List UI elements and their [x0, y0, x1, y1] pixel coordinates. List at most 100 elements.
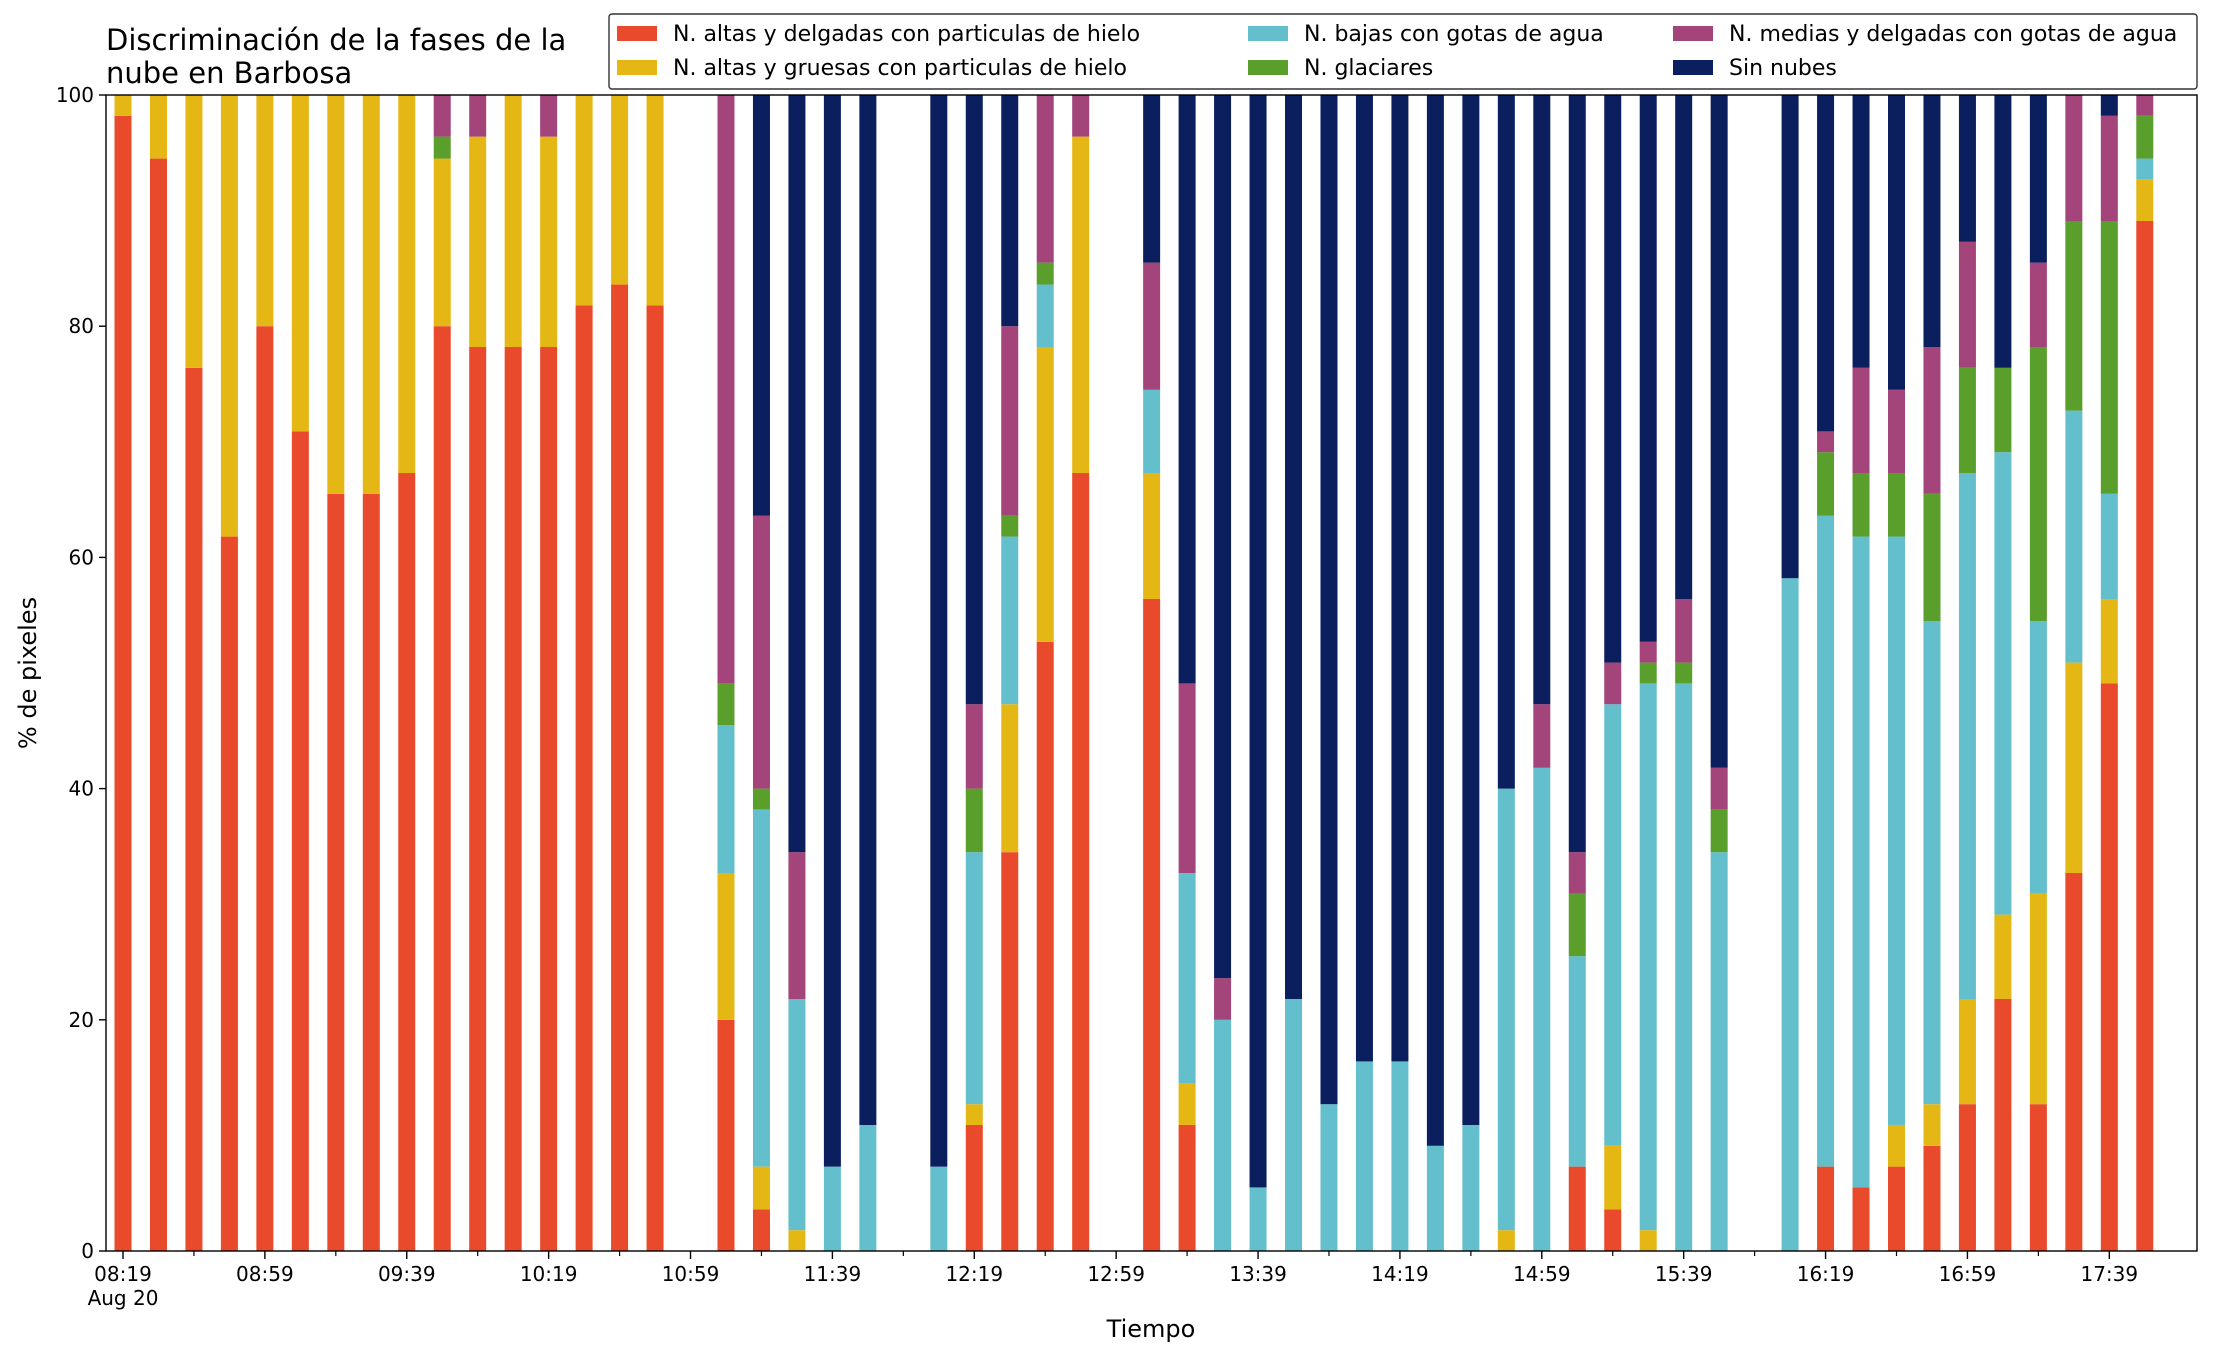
bar-segment [291, 95, 309, 432]
x-tick-label: 13:39 [1229, 1262, 1287, 1286]
bar-segment [1036, 95, 1054, 263]
bar-segment [1604, 95, 1622, 663]
bar-segment [220, 95, 238, 537]
bar-segment [1568, 956, 1586, 1167]
bar-segment [1958, 95, 1976, 242]
bar-segment [1001, 95, 1019, 327]
bar-segment [2136, 158, 2154, 180]
bar-segment [717, 683, 735, 726]
bar-segment [611, 284, 629, 1252]
bar-segment [752, 1209, 770, 1251]
bar-segment [1426, 1145, 1444, 1251]
bar-segment [1285, 95, 1303, 999]
bar-segment [540, 136, 558, 348]
bar-segment [1994, 452, 2012, 915]
x-tick-label: 16:19 [1797, 1262, 1855, 1286]
bar-segment [717, 1019, 735, 1251]
legend-swatch [1248, 60, 1288, 75]
bar-segment [1568, 893, 1586, 957]
bar-segment [965, 788, 983, 853]
bar-segment [1143, 262, 1161, 390]
x-date-label: Aug 20 [88, 1286, 159, 1310]
bar-segment [1639, 662, 1657, 684]
bar-segment [504, 95, 522, 348]
bar-segment [1391, 1061, 1409, 1251]
bar-segment [1533, 704, 1551, 768]
bar-segment [2065, 221, 2083, 411]
bar-segment [2029, 1104, 2047, 1251]
bar-segment [1675, 95, 1693, 600]
bar-segment [540, 95, 558, 137]
legend-label: N. glaciares [1304, 56, 1433, 81]
bar-segment [1994, 998, 2012, 1251]
bar-segment [1639, 641, 1657, 663]
bar-segment [149, 158, 167, 1252]
x-tick-label: 17:39 [2080, 1262, 2138, 1286]
bar-segment [1675, 662, 1693, 684]
bar-segment [717, 725, 735, 873]
bar-segment [1285, 998, 1303, 1251]
bar-segment [1710, 852, 1728, 1251]
bar-segment [823, 95, 841, 1167]
x-tick-label: 08:59 [236, 1262, 294, 1286]
bar-segment [1958, 473, 1976, 999]
bar-segment [1781, 95, 1799, 579]
bar-segment [575, 95, 593, 306]
bar-segment [1923, 95, 1941, 348]
bar-segment [1143, 473, 1161, 600]
bar-segment [114, 95, 132, 116]
bar-segment [1001, 515, 1019, 537]
bar-segment [1817, 95, 1835, 432]
bar-segment [469, 347, 487, 1251]
bar-segment [1036, 262, 1054, 285]
bar-segment [1072, 473, 1090, 1252]
bar-segment [433, 136, 451, 159]
bar-segment [398, 95, 416, 474]
bar-segment [2100, 599, 2118, 684]
bar-segment [2100, 221, 2118, 494]
x-tick-label: 14:19 [1371, 1262, 1429, 1286]
bar-segment [1462, 1124, 1480, 1251]
bar-segment [1781, 578, 1799, 1251]
bar-segment [752, 809, 770, 1167]
y-tick-label: 20 [69, 1008, 94, 1032]
bar-segment [2029, 262, 2047, 348]
bar-segment [256, 326, 274, 1251]
bar-segment [965, 704, 983, 789]
x-tick-label: 10:19 [520, 1262, 578, 1286]
bar-segment [2065, 410, 2083, 663]
bar-segment [469, 136, 487, 348]
bar-segment [1178, 872, 1196, 1084]
bar-segment [1568, 852, 1586, 894]
bar-segment [1639, 95, 1657, 642]
bar-segment [433, 158, 451, 327]
bar-segment [540, 347, 558, 1251]
bar-segment [398, 473, 416, 1252]
bar-segment [1178, 1124, 1196, 1251]
bar-segment [1675, 599, 1693, 663]
bar-segment [1923, 1104, 1941, 1146]
y-tick-label: 0 [81, 1239, 94, 1263]
bar-segment [1923, 620, 1941, 1105]
bar-segment [1604, 662, 1622, 705]
bar-segment [2029, 95, 2047, 263]
bar-segment [1923, 1145, 1941, 1251]
bar-segment [1178, 95, 1196, 684]
bar-segment [185, 367, 203, 1251]
bar-segment [2029, 620, 2047, 894]
y-tick-label: 80 [69, 314, 94, 338]
bar-segment [1497, 95, 1515, 789]
bar-segment [256, 95, 274, 327]
bar-segment [1214, 1019, 1232, 1251]
bar-segment [1072, 95, 1090, 137]
legend-label: N. altas y gruesas con particulas de hie… [673, 56, 1127, 81]
bar-segment [646, 95, 664, 306]
bar-segment [2065, 95, 2083, 222]
bar-segment [327, 95, 345, 494]
bar-segment [1533, 767, 1551, 1251]
bar-segment [1852, 536, 1870, 1188]
bar-segment [1994, 914, 2012, 999]
bar-segment [327, 493, 345, 1251]
bar-segment [1036, 284, 1054, 348]
x-tick-label: 10:59 [662, 1262, 720, 1286]
